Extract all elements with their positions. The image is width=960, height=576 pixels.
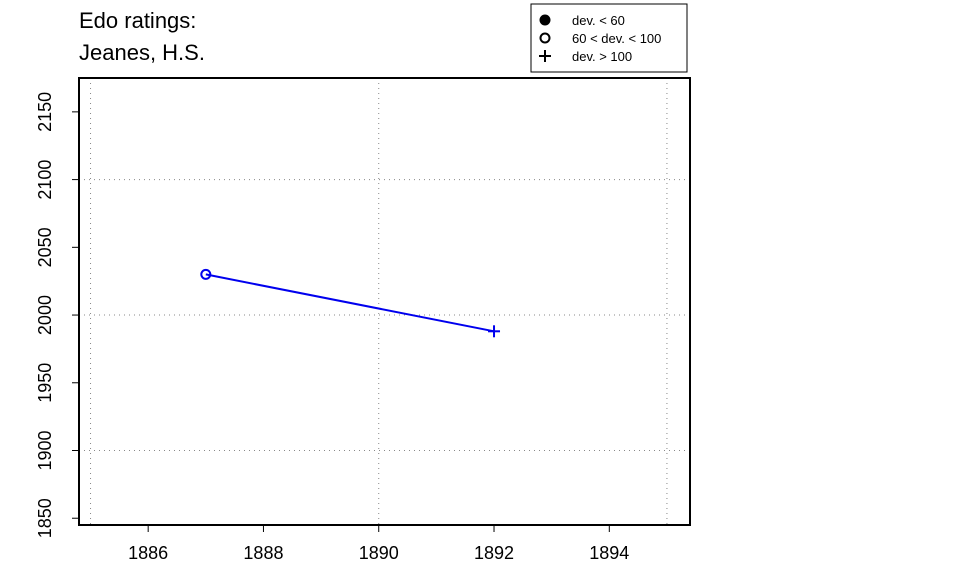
legend: dev. < 60 60 < dev. < 100 dev. > 100	[530, 3, 688, 73]
legend-label: dev. > 100	[572, 49, 632, 64]
plus-marker	[488, 325, 501, 338]
plot-frame	[78, 77, 691, 526]
legend-box	[530, 3, 688, 73]
axis-layer: 1886 1888 1890 1892 1894 1850 1900 1950 2000 2050…	[35, 92, 629, 563]
y-tick-label: 2000	[35, 295, 55, 335]
x-tick-label: 1888	[243, 543, 283, 563]
open-circle-marker	[200, 268, 212, 280]
x-tick-label: 1894	[589, 543, 629, 563]
y-tick-label: 2100	[35, 160, 55, 200]
grid-layer	[79, 78, 690, 525]
plus-marker	[539, 50, 551, 62]
x-tick-label: 1886	[128, 543, 168, 563]
open-circle-marker	[539, 32, 551, 44]
legend-item: dev. > 100	[539, 49, 632, 64]
legend-item: dev. < 60	[539, 13, 625, 28]
chart-title-line-2: Jeanes, H.S.	[79, 40, 205, 65]
filled-circle-marker	[539, 14, 551, 26]
data-point	[200, 268, 212, 280]
x-tick-label: 1890	[359, 543, 399, 563]
x-tick-label: 1892	[474, 543, 514, 563]
y-tick-label: 1850	[35, 498, 55, 538]
legend-item: 60 < dev. < 100	[539, 31, 661, 46]
legend-label: dev. < 60	[572, 13, 625, 28]
y-tick-label: 1950	[35, 363, 55, 403]
y-tick-label: 2150	[35, 92, 55, 132]
y-tick-label: 2050	[35, 227, 55, 267]
legend-label: 60 < dev. < 100	[572, 31, 661, 46]
y-tick-label: 1900	[35, 430, 55, 470]
data-point	[488, 325, 501, 338]
chart-title-line-1: Edo ratings:	[79, 8, 197, 33]
series-layer	[200, 268, 501, 338]
series-line	[205, 273, 495, 333]
